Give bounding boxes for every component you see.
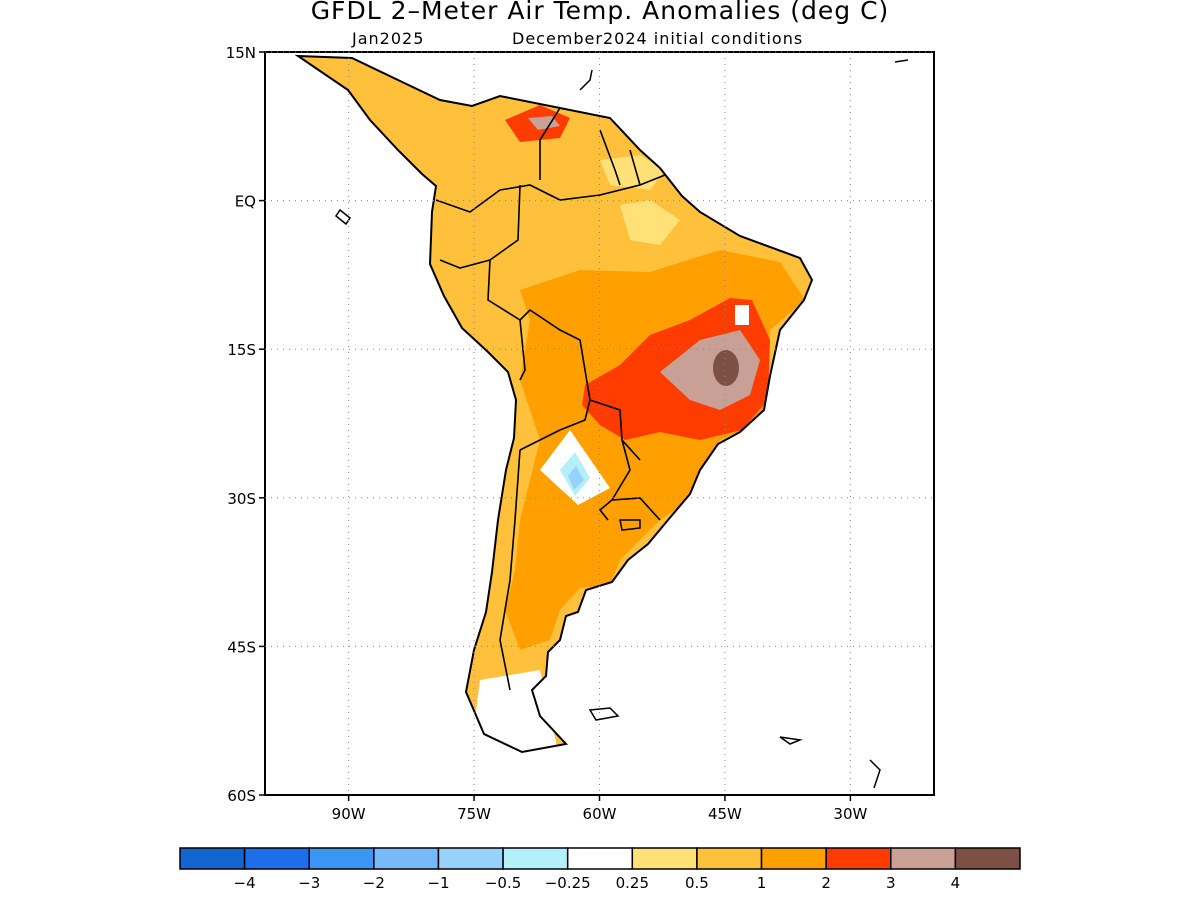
colorbar-swatch	[437, 847, 504, 870]
colorbar-label: 0.5	[685, 874, 709, 892]
latitude-label: 60S	[227, 787, 256, 805]
latitude-label: 45S	[227, 638, 256, 656]
anomaly-region-neutral-patagonia	[470, 670, 560, 752]
longitude-label: 45W	[708, 805, 742, 823]
country-borders	[435, 107, 666, 691]
colorbar-label: 4	[951, 874, 961, 892]
initial-conditions-label: December2024 initial conditions	[512, 29, 804, 48]
forecast-month: Jan2025	[352, 29, 425, 48]
colorbar-swatch	[308, 847, 375, 870]
colorbar: −4 −3 −2 −1 −0.5 −0.25 0.25 0.5 1 2 3 4	[179, 847, 1021, 892]
colorbar-label: 2	[821, 874, 831, 892]
longitude-label: 60W	[583, 805, 617, 823]
latitude-label: EQ	[235, 193, 256, 211]
colorbar-swatch	[890, 847, 957, 870]
latitude-label: 30S	[227, 490, 256, 508]
colorbar-label: 3	[886, 874, 896, 892]
colorbar-swatch	[502, 847, 569, 870]
colorbar-swatch	[696, 847, 763, 870]
colorbar-label: −0.25	[545, 874, 591, 892]
missing-data-cell	[735, 305, 749, 325]
coastline	[294, 54, 814, 754]
colorbar-swatch	[954, 847, 1021, 870]
anomaly-region-over-4	[713, 350, 739, 386]
colorbar-swatch	[825, 847, 892, 870]
colorbar-swatch	[179, 847, 246, 870]
anomaly-region-cool-05-1	[568, 466, 584, 490]
map-title: GFDL 2–Meter Air Temp. Anomalies (deg C)	[310, 0, 890, 25]
colorbar-label: −0.5	[485, 874, 521, 892]
colorbar-label: 1	[757, 874, 767, 892]
longitude-label: 75W	[457, 805, 491, 823]
islands	[334, 59, 909, 789]
latitude-label: 15S	[227, 341, 256, 359]
latitude-label: 15N	[226, 44, 256, 62]
colorbar-swatch	[566, 847, 634, 870]
anomaly-region-0.25-0.5-amazon	[620, 200, 680, 245]
colorbar-swatch	[760, 847, 827, 870]
longitude-label: 90W	[332, 805, 366, 823]
colorbar-swatch	[373, 847, 440, 870]
anomaly-region-1-2	[505, 250, 805, 650]
colorbar-swatch	[243, 847, 310, 870]
colorbar-label: −4	[234, 874, 256, 892]
anomaly-region-3-4	[660, 330, 760, 410]
colorbar-label: −3	[298, 874, 320, 892]
colorbar-swatch	[631, 847, 698, 870]
colorbar-label: −1	[427, 874, 449, 892]
colorbar-label: −2	[363, 874, 385, 892]
map-axes: 15N EQ 15S 30S 45S 60S 90W 75W 60W 45W 30W	[226, 44, 868, 823]
longitude-label: 30W	[833, 805, 867, 823]
colorbar-label: 0.25	[616, 874, 649, 892]
